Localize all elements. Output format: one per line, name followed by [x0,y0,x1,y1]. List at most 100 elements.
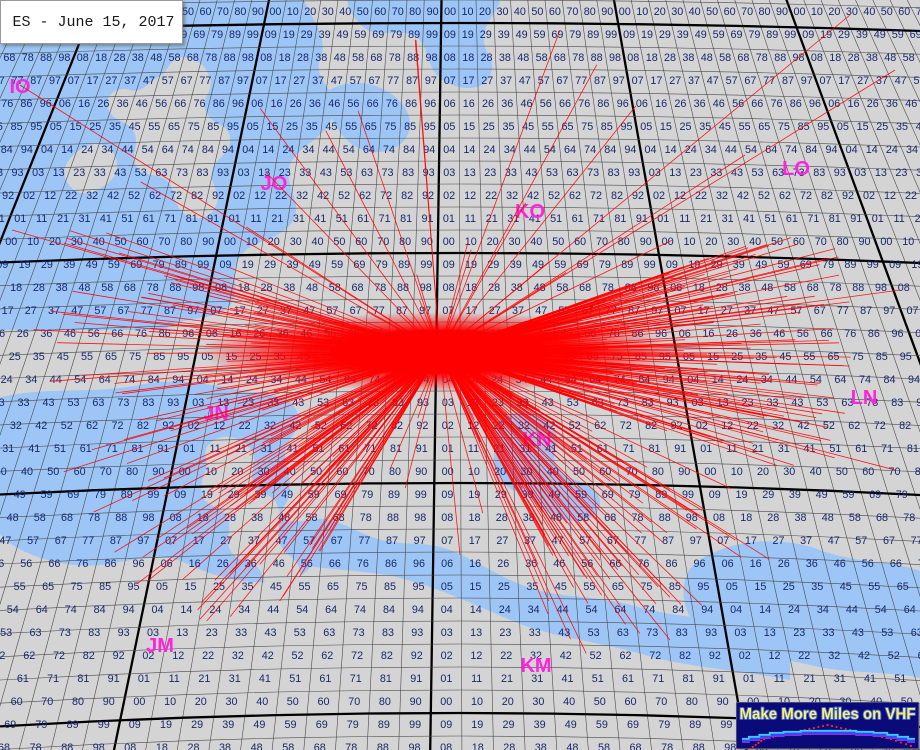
svg-text:67: 67 [55,535,67,547]
svg-text:70: 70 [100,466,112,478]
svg-text:70: 70 [566,6,578,18]
svg-text:40: 40 [863,6,875,18]
svg-text:38: 38 [499,52,511,64]
svg-text:90: 90 [858,236,870,248]
svg-text:27: 27 [105,75,117,87]
svg-text:05: 05 [837,121,849,133]
svg-text:86: 86 [790,98,802,110]
svg-text:00: 00 [444,6,456,18]
svg-text:01: 01 [872,213,884,225]
svg-text:33: 33 [17,397,29,409]
svg-text:83: 83 [142,397,154,409]
svg-text:02: 02 [739,650,751,662]
svg-text:96: 96 [809,98,821,110]
svg-text:90: 90 [410,696,422,708]
svg-text:62: 62 [23,650,35,662]
svg-text:57: 57 [726,75,738,87]
svg-text:65: 65 [561,121,573,133]
svg-text:28: 28 [113,52,125,64]
svg-text:60: 60 [549,6,561,18]
svg-text:28: 28 [224,512,236,524]
svg-text:91: 91 [416,443,428,455]
svg-text:59: 59 [354,29,366,41]
svg-text:84: 84 [403,144,415,156]
svg-text:82: 82 [137,420,149,432]
svg-text:66: 66 [48,558,60,570]
svg-text:90: 90 [601,6,613,18]
svg-text:42: 42 [858,650,870,662]
svg-text:99: 99 [784,29,796,41]
svg-text:35: 35 [241,581,253,593]
svg-text:05: 05 [247,121,259,133]
svg-text:08: 08 [443,282,455,294]
svg-text:78: 78 [360,512,372,524]
svg-text:87: 87 [860,305,872,317]
svg-text:81: 81 [614,213,626,225]
svg-text:42: 42 [35,420,47,432]
svg-text:04: 04 [151,604,163,616]
svg-text:40: 40 [311,236,323,248]
svg-text:00: 00 [880,236,892,248]
svg-text:64: 64 [36,604,48,616]
svg-text:92: 92 [709,650,721,662]
svg-text:70: 70 [888,466,900,478]
svg-text:11: 11 [468,443,479,455]
svg-text:91: 91 [0,213,5,225]
svg-text:57: 57 [303,535,315,547]
svg-text:81: 81 [829,213,841,225]
svg-text:32: 32 [86,190,98,202]
svg-text:19: 19 [641,29,653,41]
svg-text:24: 24 [736,374,748,386]
svg-text:15: 15 [660,121,672,133]
svg-text:91: 91 [674,443,686,455]
svg-text:77: 77 [387,75,399,87]
svg-text:76: 76 [770,98,782,110]
svg-text:44: 44 [121,144,133,156]
svg-text:50: 50 [47,466,59,478]
svg-text:34: 34 [238,604,250,616]
svg-text:16: 16 [0,328,5,340]
svg-text:40: 40 [530,236,542,248]
svg-text:36: 36 [750,328,762,340]
svg-text:18: 18 [10,282,22,294]
svg-text:70: 70 [741,6,753,18]
svg-text:30: 30 [783,466,795,478]
svg-text:22: 22 [798,650,810,662]
svg-text:97: 97 [690,535,702,547]
svg-text:00: 00 [224,236,236,248]
svg-text:21: 21 [700,213,712,225]
svg-text:28: 28 [480,52,492,64]
svg-text:18: 18 [465,282,477,294]
svg-text:51: 51 [764,213,776,225]
svg-text:00: 00 [443,236,455,248]
svg-text:34: 34 [528,604,540,616]
svg-text:94: 94 [825,144,837,156]
svg-text:60: 60 [317,696,329,708]
svg-text:48: 48 [251,742,263,750]
svg-text:70: 70 [217,6,229,18]
svg-text:26: 26 [497,558,509,570]
svg-text:98: 98 [58,52,70,64]
svg-text:57: 57 [350,75,362,87]
svg-text:05: 05 [441,581,453,593]
svg-text:02: 02 [441,650,453,662]
svg-text:79: 79 [35,719,47,731]
svg-text:06: 06 [59,98,71,110]
svg-text:01: 01 [443,213,455,225]
svg-text:56: 56 [20,558,32,570]
svg-text:49: 49 [695,29,707,41]
svg-text:71: 71 [652,673,664,685]
svg-text:73: 73 [587,167,599,179]
svg-text:47: 47 [331,75,343,87]
svg-text:19: 19 [160,719,172,731]
svg-text:10: 10 [636,6,648,18]
svg-text:78: 78 [147,282,159,294]
svg-text:62: 62 [779,190,791,202]
svg-text:48: 48 [884,52,896,64]
svg-text:40: 40 [93,236,105,248]
svg-text:60: 60 [574,236,586,248]
svg-text:47: 47 [828,535,840,547]
svg-text:46: 46 [773,328,785,340]
svg-text:26: 26 [674,98,686,110]
svg-text:74: 74 [859,374,871,386]
